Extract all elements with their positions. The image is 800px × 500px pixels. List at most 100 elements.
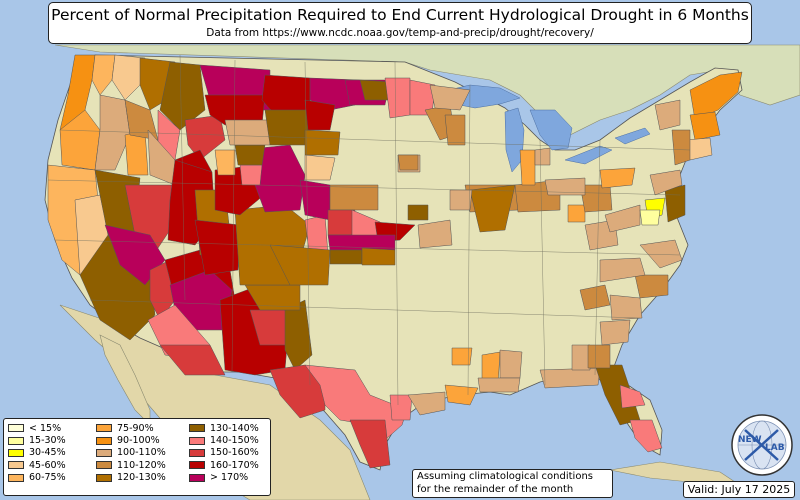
region-75-90 xyxy=(567,204,586,223)
legend-label: > 170% xyxy=(210,472,249,484)
legend-label: 15-30% xyxy=(29,435,66,447)
region-75-90 xyxy=(519,149,536,186)
legend-item: 120-130% xyxy=(96,472,166,484)
state-line xyxy=(47,179,681,196)
region-120-130 xyxy=(469,184,516,233)
legend-item: 160-170% xyxy=(189,459,259,471)
logo-text-right: LAB xyxy=(765,443,785,453)
lake-ontario xyxy=(614,127,651,145)
legend-swatch xyxy=(189,436,205,445)
drought-regions xyxy=(47,54,743,469)
state-line xyxy=(594,139,601,376)
region-130-140 xyxy=(329,249,363,265)
legend-label: 60-75% xyxy=(29,472,66,484)
region-100-110 xyxy=(599,319,631,346)
region-120-130 xyxy=(361,247,396,266)
region-100-110 xyxy=(417,219,453,249)
legend-swatch xyxy=(189,448,205,457)
legend-item: 130-140% xyxy=(189,422,259,434)
region-75-90 xyxy=(444,384,479,406)
region-60-75 xyxy=(91,54,116,96)
region-110-120 xyxy=(444,114,466,146)
map-title: Percent of Normal Precipitation Required… xyxy=(51,6,749,24)
region-100-110 xyxy=(534,147,551,166)
region-100-110 xyxy=(539,367,601,389)
state-line xyxy=(231,59,236,373)
legend-item: 110-120% xyxy=(96,459,166,471)
region-100-110 xyxy=(544,177,586,196)
state-line xyxy=(394,61,399,406)
newxlab-globe-logo: NEW LAB xyxy=(731,414,793,476)
region-140-150 xyxy=(619,384,646,409)
region-100-110 xyxy=(649,169,683,196)
legend-label: 120-130% xyxy=(117,472,166,484)
region-140-150 xyxy=(239,164,263,186)
legend-swatch xyxy=(96,461,112,470)
legend-swatch xyxy=(189,424,205,433)
legend-swatch xyxy=(8,424,24,433)
state-line xyxy=(59,129,691,151)
region-45-60 xyxy=(111,54,146,101)
assumption-note: Assuming climatological conditions for t… xyxy=(412,469,613,498)
state-line xyxy=(539,139,546,386)
logo-text-left: NEW xyxy=(738,435,762,445)
legend-column-1: < 15% 15-30% 30-45% 45-60% 60-75% xyxy=(8,422,66,484)
title-box: Percent of Normal Precipitation Required… xyxy=(48,2,752,44)
region-120-130 xyxy=(269,244,331,286)
region-100-110 xyxy=(609,294,643,321)
valid-date-badge: Valid: July 17 2025 xyxy=(683,481,795,498)
state-borders xyxy=(47,54,691,406)
region-100-110 xyxy=(224,119,271,146)
legend-column-3: 130-140% 140-150% 150-160% 160-170% > 170% xyxy=(189,422,259,484)
region-100-110 xyxy=(429,84,471,111)
legend-label: 150-160% xyxy=(210,447,259,459)
legend-swatch xyxy=(8,461,24,470)
region-150-160 xyxy=(159,344,226,376)
region-100-110 xyxy=(639,239,683,269)
note-line-1: Assuming climatological conditions xyxy=(417,471,593,482)
legend-item: 90-100% xyxy=(96,434,166,446)
map-subtitle: Data from https://www.ncdc.noaa.gov/temp… xyxy=(206,27,594,39)
legend-swatch xyxy=(8,448,24,457)
region-110-120 xyxy=(397,154,419,171)
region-150-160 xyxy=(349,419,391,469)
canada-land xyxy=(54,44,800,136)
legend-swatch xyxy=(189,473,205,482)
region-140-150 xyxy=(389,394,413,421)
legend-item: 140-150% xyxy=(189,434,259,446)
legend: < 15% 15-30% 30-45% 45-60% 60-75% 75-90% 90-1… xyxy=(3,418,271,496)
legend-item: 15-30% xyxy=(8,434,66,446)
legend-swatch xyxy=(8,473,24,482)
region-100-110 xyxy=(477,377,521,393)
legend-label: 45-60% xyxy=(29,459,66,471)
region-150-160 xyxy=(124,184,176,261)
note-line-2: for the remainder of the month xyxy=(417,483,574,495)
state-line xyxy=(304,61,311,386)
state-line xyxy=(54,239,681,256)
legend-item: > 170% xyxy=(189,472,259,484)
region-160-170 xyxy=(194,219,241,276)
legend-item: 100-110% xyxy=(96,447,166,459)
legend-item: 45-60% xyxy=(8,459,66,471)
region-90-100 xyxy=(689,111,721,141)
region-130-140 xyxy=(664,184,686,223)
lake-huron xyxy=(529,109,573,151)
legend-label: 30-45% xyxy=(29,447,66,459)
region-110-120 xyxy=(634,274,669,299)
region-110-120 xyxy=(587,344,611,369)
region-130-140 xyxy=(284,299,313,371)
region-100-110 xyxy=(604,204,641,233)
region-130-140 xyxy=(407,204,429,221)
region-140-150 xyxy=(629,419,663,453)
legend-label: 130-140% xyxy=(210,422,259,434)
legend-label: 110-120% xyxy=(117,459,166,471)
region-150-160 xyxy=(327,209,356,236)
legend-item: 150-160% xyxy=(189,447,259,459)
legend-label: 160-170% xyxy=(210,459,259,471)
legend-label: 90-100% xyxy=(117,435,160,447)
region-110-120 xyxy=(671,129,691,166)
state-line xyxy=(89,299,641,319)
legend-label: 140-150% xyxy=(210,435,259,447)
legend-swatch xyxy=(8,436,24,445)
